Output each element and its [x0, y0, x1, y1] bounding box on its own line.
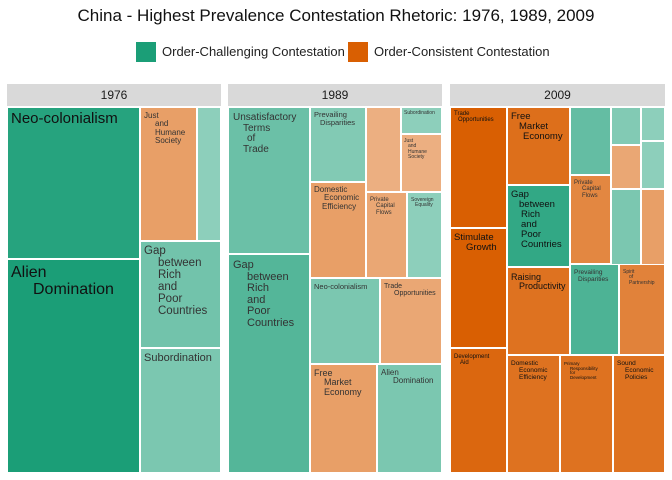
treemap-tile-label: Gap between Rich and Poor Countries [144, 245, 208, 318]
treemap-tile-label: Prevailing Disparities [314, 110, 356, 127]
facet-panel-1989: 1989 Unsatisfactory Terms of Trade Gap betwee… [228, 84, 442, 473]
treemap-tile-2009-private-capital-flows: Private Capital Flows [570, 175, 611, 264]
treemap-plot-1976: Neo-colonialism Alien Domination Just and Hum… [7, 107, 221, 473]
treemap-tile-label: Gap between Rich and Poor Countries [233, 259, 295, 329]
treemap-tile-1976-neo-colonialism: Neo-colonialism [7, 107, 140, 259]
treemap-tile-1989-just-and-humane-society: Just and Humane Society [401, 134, 442, 192]
facet-panel-2009: 2009 Trade Opportunities Stimulate Growth De… [450, 84, 665, 473]
treemap-tile-label: Subordination [404, 110, 435, 116]
treemap-tile-1976-just-and-humane-society: Just and Humane Society [140, 107, 197, 241]
facet-strip-2009: 2009 [450, 84, 665, 106]
treemap-tile-1989-private-capital-flows: Private Capital Flows [366, 192, 407, 278]
treemap-tile-label: Sound Economic Policies [617, 360, 654, 381]
treemap-tile-2009-spirit-of-partnership: Spirit of Partnership [619, 264, 665, 355]
treemap-tile-label: Neo-colonialism [11, 110, 118, 127]
treemap-tile-2009-domestic-economic-efficiency: Domestic Economic Efficiency [507, 355, 560, 473]
treemap-tile-2009-unlabeled-4 [570, 107, 611, 175]
treemap-tile-2009-unlabeled-6 [641, 107, 665, 141]
treemap-tile-label: Spirit of Partnership [623, 269, 655, 286]
treemap-tile-label: Gap between Rich and Poor Countries [511, 189, 562, 250]
treemap-tile-2009-unlabeled-7 [611, 145, 641, 189]
treemap-tile-1976-alien-domination: Alien Domination [7, 259, 140, 473]
treemap-tile-label: Just and Humane Society [404, 138, 427, 160]
treemap-tile-1976-unlabeled-3 [197, 107, 221, 241]
treemap-tile-2009-unlabeled-12 [641, 189, 665, 265]
treemap-tile-2009-gap-between-rich-and-poor-countries: Gap between Rich and Poor Countries [507, 185, 570, 267]
treemap-tile-1989-gap-between-rich-and-poor-countries: Gap between Rich and Poor Countries [228, 254, 310, 473]
treemap-tile-label: Alien Domination [381, 368, 434, 386]
treemap-tile-label: Free Market Economy [314, 368, 362, 397]
treemap-tile-label: Subordination [144, 352, 212, 364]
treemap-tile-1989-free-market-economy: Free Market Economy [310, 364, 377, 473]
treemap-tile-label: Private Capital Flows [370, 197, 395, 216]
treemap-tile-label: Trade Opportunities [454, 111, 494, 124]
treemap-tile-2009-unlabeled-11 [611, 189, 641, 265]
legend: Order-Challenging Contestation Order-Con… [0, 42, 672, 62]
treemap-tile-label: Sovereign Equality [411, 197, 434, 209]
treemap-tile-label: Trade Opportunities [384, 283, 436, 298]
treemap-tile-1989-unlabeled-3 [366, 107, 401, 192]
facet-strip-1989: 1989 [228, 84, 442, 106]
legend-swatch-order-consistent [348, 42, 368, 62]
treemap-tile-label: Domestic Economic Efficiency [314, 185, 360, 211]
treemap-tile-label: Unsatisfactory Terms of Trade [233, 112, 297, 155]
treemap-tile-2009-development-aid: Development Aid [450, 348, 507, 473]
treemap-tile-1976-subordination: Subordination [140, 348, 221, 473]
treemap-tile-1989-alien-domination: Alien Domination [377, 364, 442, 473]
legend-swatch-order-challenging [136, 42, 156, 62]
treemap-tile-label: Primary Responsibility for Development [564, 361, 598, 381]
chart-title: China - Highest Prevalence Contestation … [77, 6, 595, 25]
treemap-tile-label: Private Capital Flows [574, 180, 601, 199]
treemap-tile-label: Free Market Economy [511, 111, 563, 142]
treemap-tile-label: Alien Domination [11, 264, 114, 298]
treemap-tile-2009-sound-economic-policies: Sound Economic Policies [613, 355, 665, 473]
treemap-tile-2009-raising-productivity: Raising Productivity [507, 267, 570, 355]
treemap-tile-1989-subordination: Subordination [401, 107, 442, 134]
treemap-tile-label: Development Aid [454, 354, 490, 367]
treemap-tile-2009-free-market-economy: Free Market Economy [507, 107, 570, 185]
treemap-tile-1989-neo-colonialism: Neo-colonialism [310, 278, 380, 364]
treemap-tile-2009-stimulate-growth: Stimulate Growth [450, 228, 507, 348]
treemap-tile-label: Raising Productivity [511, 272, 566, 292]
legend-label-order-challenging: Order-Challenging Contestation [162, 44, 345, 59]
treemap-tile-2009-trade-opportunities: Trade Opportunities [450, 107, 507, 228]
treemap-plot-2009: Trade Opportunities Stimulate Growth Develop… [450, 107, 665, 473]
treemap-tile-1989-trade-opportunities: Trade Opportunities [380, 278, 442, 364]
treemap-plot-1989: Unsatisfactory Terms of Trade Gap between Rich… [228, 107, 442, 473]
legend-label-order-consistent: Order-Consistent Contestation [374, 44, 550, 59]
treemap-tile-label: Stimulate Growth [454, 232, 497, 253]
treemap-tile-2009-prevailing-disparities: Prevailing Disparities [570, 264, 619, 355]
treemap-tile-2009-primary-responsibility-for-development: Primary Responsibility for Development [560, 355, 613, 473]
facet-panel-1976: 1976 Neo-colonialism Alien Domination Just a… [7, 84, 221, 473]
treemap-tile-label: Just and Humane Society [144, 111, 186, 146]
treemap-tile-label: Prevailing Disparities [574, 269, 609, 283]
treemap-tile-1989-prevailing-disparities: Prevailing Disparities [310, 107, 366, 182]
treemap-tile-2009-unlabeled-8 [641, 141, 665, 189]
treemap-tile-2009-unlabeled-5 [611, 107, 641, 145]
treemap-tile-1989-domestic-economic-efficiency: Domestic Economic Efficiency [310, 182, 366, 278]
treemap-tile-label: Domestic Economic Efficiency [511, 360, 548, 381]
treemap-tile-1976-gap-between-rich-and-poor-countries: Gap between Rich and Poor Countries [140, 241, 221, 348]
facet-strip-1976: 1976 [7, 84, 221, 106]
treemap-tile-label: Neo-colonialism [314, 282, 368, 291]
treemap-tile-1989-unsatisfactory-terms-of-trade: Unsatisfactory Terms of Trade [228, 107, 310, 254]
treemap-tile-1989-sovereign-equality: Sovereign Equality [407, 192, 442, 278]
